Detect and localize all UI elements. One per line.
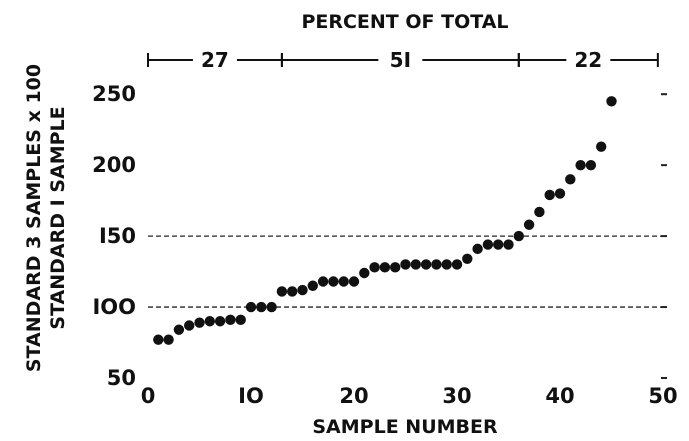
data-points <box>153 96 617 345</box>
data-point <box>307 280 318 291</box>
data-point <box>266 301 277 313</box>
data-point <box>369 262 380 273</box>
data-point <box>235 314 246 326</box>
data-point <box>544 189 555 201</box>
data-point <box>194 317 205 328</box>
data-point <box>410 259 421 270</box>
data-point <box>173 324 185 335</box>
data-point <box>400 259 411 270</box>
data-point <box>606 96 617 107</box>
data-point <box>554 188 566 199</box>
data-point <box>153 334 164 345</box>
data-point <box>204 316 215 327</box>
data-point <box>338 276 349 287</box>
percent-segment-label: 22 <box>574 48 602 72</box>
data-point <box>575 159 586 171</box>
data-point <box>585 159 597 171</box>
data-point <box>482 239 494 250</box>
data-point <box>359 267 370 279</box>
data-point <box>565 174 576 185</box>
data-point <box>493 239 504 250</box>
axes: 50 IOO I50 200 250 0 IO 20 30 40 50 <box>92 82 677 408</box>
data-point <box>287 286 298 297</box>
y-tick-label: IOO <box>92 295 136 319</box>
data-point <box>472 243 483 255</box>
data-point <box>513 230 524 242</box>
chart-title: PERCENT OF TOTAL <box>301 11 508 33</box>
data-point <box>431 259 442 270</box>
data-point <box>184 320 195 331</box>
data-point <box>379 262 391 273</box>
data-point <box>596 141 607 152</box>
data-point <box>348 276 360 287</box>
data-point <box>328 276 339 287</box>
data-point <box>297 284 308 296</box>
data-point <box>163 334 174 345</box>
y-tick-label: I50 <box>99 224 136 248</box>
data-point <box>420 259 432 270</box>
data-point <box>317 276 329 287</box>
percent-segment-label: 5I <box>390 48 411 72</box>
data-point <box>441 259 452 270</box>
percent-bracket: 27 5I 22 <box>147 48 659 72</box>
percent-segment-label: 27 <box>201 48 229 72</box>
data-point <box>462 253 473 264</box>
data-point <box>534 206 545 218</box>
y-axis-title-line1: STANDARD 3 SAMPLES x 100 <box>23 64 45 372</box>
data-point <box>503 239 514 250</box>
y-axis-title-line2: STANDARD I SAMPLE <box>47 106 69 329</box>
data-point <box>451 259 463 270</box>
x-tick-label: 50 <box>648 384 677 408</box>
y-tick-label: 50 <box>107 366 136 390</box>
x-axis-title: SAMPLE NUMBER <box>312 416 498 438</box>
data-point <box>225 314 236 326</box>
x-tick-label: IO <box>238 384 264 408</box>
x-tick-label: 40 <box>545 384 574 408</box>
y-tick-label: 200 <box>92 153 136 177</box>
data-point <box>245 301 257 313</box>
data-point <box>214 316 226 327</box>
y-tick-label: 250 <box>92 82 136 106</box>
data-point <box>523 219 535 230</box>
reference-lines <box>148 235 663 308</box>
x-tick-label: 0 <box>141 384 156 408</box>
data-point <box>276 286 288 297</box>
x-tick-label: 20 <box>339 384 368 408</box>
data-point <box>256 301 267 313</box>
data-point <box>390 262 401 273</box>
x-tick-label: 30 <box>442 384 471 408</box>
